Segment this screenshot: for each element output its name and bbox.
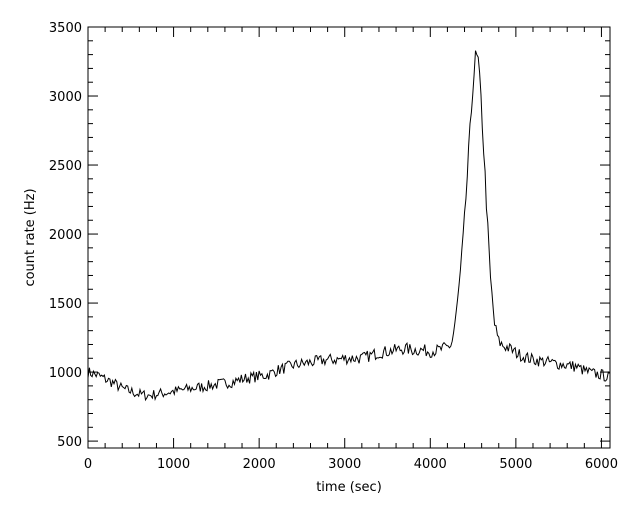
x-tick-label: 5000 [499, 457, 532, 472]
y-tick-label: 1000 [49, 366, 82, 381]
y-tick-label: 2000 [49, 228, 82, 243]
y-tick-label: 500 [57, 435, 82, 450]
x-tick-label: 3000 [328, 457, 361, 472]
series-line [87, 50, 611, 402]
axis-ticks [87, 26, 610, 448]
plot-frame [87, 26, 611, 449]
plot-area [87, 50, 611, 402]
x-tick-label: 1000 [157, 457, 190, 472]
y-tick-label: 1500 [49, 297, 82, 312]
y-tick-label: 3000 [49, 90, 82, 105]
y-tick-label: 2500 [49, 159, 82, 174]
x-tick-label: 6000 [585, 457, 618, 472]
y-tick-label: 3500 [49, 21, 82, 36]
tick-labels: 0 1000 2000 3000 4000 5000 6000 500 1000 1500 2000… [49, 21, 618, 472]
x-axis-label: time (sec) [316, 480, 382, 495]
y-axis-label: count rate (Hz) [23, 188, 38, 286]
x-tick-label: 2000 [243, 457, 276, 472]
x-tick-label: 0 [84, 457, 92, 472]
x-tick-label: 4000 [414, 457, 447, 472]
